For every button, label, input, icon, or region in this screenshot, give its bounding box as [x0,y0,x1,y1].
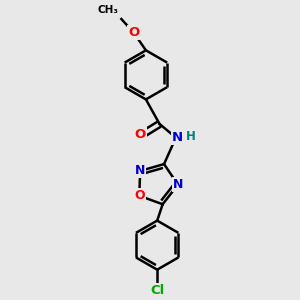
Text: O: O [135,128,146,141]
Text: H: H [186,130,196,143]
Text: N: N [135,164,146,177]
Text: N: N [172,131,183,144]
Text: Cl: Cl [150,284,164,297]
Text: O: O [134,189,145,202]
Text: CH₃: CH₃ [98,5,118,15]
Text: O: O [128,26,139,39]
Text: N: N [173,178,183,191]
